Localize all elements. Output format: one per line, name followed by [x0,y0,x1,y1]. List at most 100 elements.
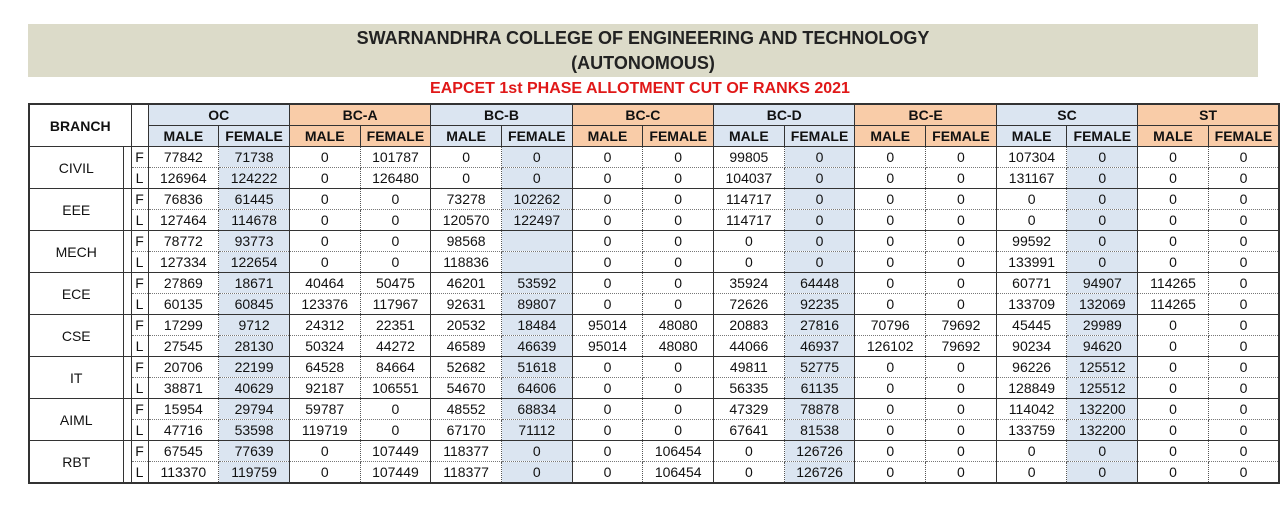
table-row: CSE F 17299 9712 24312 22351 20532 18484 95014 48… [28,314,1280,357]
rank-type-label: L [130,209,149,231]
rank-cell: 0 [1208,377,1280,399]
category-header: OC [147,103,290,126]
rank-cell: 28130 [218,335,290,357]
table-row: RBT F 67545 77639 0 107449 118377 0 0 106454 0 1267… [28,440,1280,484]
rank-type-label: F [130,398,149,420]
rank-cell: 0 [1208,356,1280,378]
rank-cell: 0 [925,398,997,420]
rank-cell: 120570 [430,209,502,231]
rank-cell: 0 [1137,230,1209,252]
rank-cell: 101787 [360,146,432,168]
header-row-gender: MALE FEMALE MALE FEMALE MALE FEMALE MALE FEMALE… [29,125,1280,147]
rank-cell: 64448 [784,272,856,294]
rank-cell: 59787 [289,398,361,420]
rank-cell: 0 [1137,251,1209,273]
rank-cell: 0 [713,230,785,252]
rank-cell: 0 [1208,419,1280,441]
table-row: L 127334 122654 0 0 118836 0 0 0 0 0 0 133991 0 0 0 [29,251,1280,273]
rank-cell: 47329 [713,398,785,420]
rank-cell: 0 [1208,293,1280,315]
rank-cell: 0 [1137,461,1209,484]
rank-cell: 0 [784,209,856,231]
rank-type-label: F [130,272,149,294]
rank-cell: 0 [642,398,715,420]
rank-cell: 0 [1208,167,1280,189]
rank-cell: 0 [360,419,432,441]
rank-cell: 56335 [713,377,785,399]
rank-cell: 0 [501,146,573,168]
rank-cell: 52682 [430,356,502,378]
rank-cell: 126102 [854,335,927,357]
rank-cell: 0 [1208,188,1280,210]
rank-cell: 0 [289,188,361,210]
rank-cell: 132069 [1066,293,1139,315]
rank-cell: 127334 [148,251,220,273]
rank-cell: 0 [925,272,997,294]
rank-cell: 17299 [148,314,220,336]
rank-cell: 123376 [289,293,361,315]
rank-cell: 61135 [784,377,856,399]
rank-cell: 60771 [996,272,1068,294]
rank-cell: 0 [1137,167,1209,189]
branch-spacer [123,398,132,441]
rank-cell: 71738 [218,146,290,168]
rank-cell: 0 [854,209,927,231]
category-header: BC-E [854,103,997,126]
rank-cell: 126726 [784,440,856,462]
rank-cell: 0 [854,440,927,462]
rank-cell: 0 [642,209,715,231]
rank-type-label: L [130,251,149,273]
rank-cell: 0 [1066,251,1139,273]
rank-cell: 106454 [642,461,715,484]
rank-cell: 0 [360,251,432,273]
rank-cell: 0 [925,209,997,231]
female-column-header: FEMALE [642,125,715,147]
rank-type-label: F [130,314,149,336]
rank-cell: 0 [713,461,785,484]
rank-cell: 106454 [642,440,715,462]
rank-cell: 27545 [148,335,220,357]
rank-cell: 54670 [430,377,502,399]
rank-cell: 0 [1208,335,1280,357]
rank-cell: 0 [854,188,927,210]
table-header: BRANCH OC BC-A BC-B BC-C BC-D BC-E SC ST MALE FEMA… [28,103,1280,147]
rank-cell: 128849 [996,377,1068,399]
rank-cell: 70796 [854,314,927,336]
rank-cell: 0 [642,167,715,189]
rank-cell: 0 [1208,230,1280,252]
rank-cell: 125512 [1066,377,1139,399]
rank-cell: 52775 [784,356,856,378]
rank-cell: 46937 [784,335,856,357]
rank-cell: 46639 [501,335,573,357]
rank-cell: 0 [854,398,927,420]
rank-cell: 0 [572,188,644,210]
rank-cell: 0 [925,251,997,273]
rank-cell: 0 [642,188,715,210]
rank-cell: 49811 [713,356,785,378]
category-header: BC-B [430,103,573,126]
rank-cell: 48080 [642,314,715,336]
male-column-header: MALE [571,125,644,147]
male-column-header: MALE [430,125,502,147]
branch-spacer [123,146,132,189]
rank-cell: 46201 [430,272,502,294]
branch-spacer [123,230,132,273]
rank-cell: 0 [1137,356,1209,378]
rank-cell: 0 [642,146,715,168]
rank-cell: 0 [642,251,715,273]
rank-cell: 114717 [713,209,785,231]
rank-type-label: L [130,167,149,189]
female-column-header: FEMALE [218,125,290,147]
female-column-header: FEMALE [1207,125,1280,147]
rank-type-label: F [130,230,149,252]
rank-type-label: F [130,188,149,210]
rank-cell: 107449 [360,440,432,462]
rank-cell: 0 [572,377,644,399]
rank-cell: 20883 [713,314,785,336]
rank-cell: 0 [925,419,997,441]
rank-cell: 0 [1137,146,1209,168]
rank-cell: 0 [784,230,856,252]
rank-cell: 90234 [996,335,1068,357]
rank-cell: 0 [289,167,361,189]
branch-column-header: BRANCH [28,103,132,147]
